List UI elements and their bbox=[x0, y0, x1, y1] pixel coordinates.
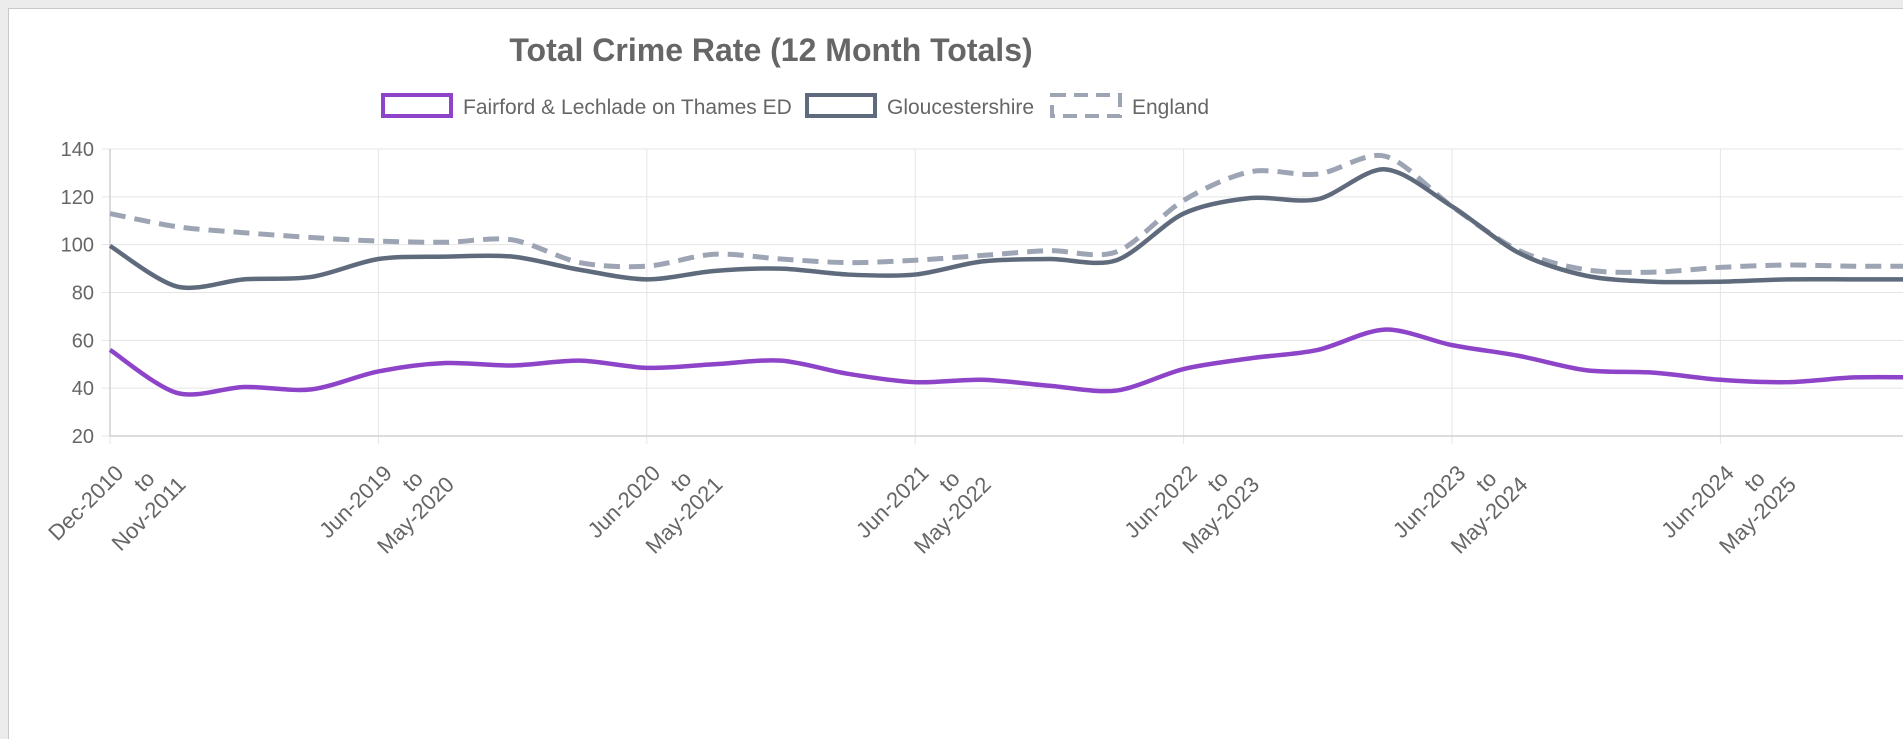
y-axis-ticks: 20 40 60 80 100 120 140 bbox=[61, 139, 94, 448]
series-line-fairford-lechlade-on-thames-ed bbox=[108, 327, 1903, 397]
legend-item-gloucestershire[interactable]: Gloucestershire bbox=[805, 93, 1034, 119]
legend-swatch bbox=[381, 93, 453, 118]
legend-label: Gloucestershire bbox=[887, 96, 1034, 119]
y-tick-label: 140 bbox=[61, 139, 94, 161]
series-line-gloucestershire bbox=[108, 167, 1903, 291]
legend-swatch bbox=[1050, 93, 1122, 118]
chart-title: Total Crime Rate (12 Month Totals) bbox=[509, 32, 1032, 68]
legend: Fairford & Lechlade on Thames ED Gloucest… bbox=[381, 93, 1209, 119]
legend-item-fairford-lechlade-on-thames-ed[interactable]: Fairford & Lechlade on Thames ED bbox=[381, 93, 792, 119]
y-tick-label: 20 bbox=[72, 426, 94, 448]
y-tick-label: 60 bbox=[72, 330, 94, 352]
legend-item-england[interactable]: England bbox=[1050, 93, 1209, 119]
legend-swatch bbox=[805, 93, 877, 118]
series-lines bbox=[108, 152, 1903, 397]
chart-frame: Total Crime Rate (12 Month Totals) Fairf… bbox=[8, 8, 1903, 739]
y-tick-label: 100 bbox=[61, 235, 94, 257]
line-chart: Total Crime Rate (12 Month Totals) Fairf… bbox=[43, 32, 1903, 559]
y-tick-label: 120 bbox=[61, 187, 94, 209]
grid bbox=[102, 148, 1903, 444]
legend-label: Fairford & Lechlade on Thames ED bbox=[463, 96, 792, 119]
legend-label: England bbox=[1132, 96, 1209, 119]
y-tick-label: 80 bbox=[72, 283, 94, 305]
series-line-england bbox=[109, 152, 1903, 275]
y-tick-label: 40 bbox=[72, 378, 94, 400]
